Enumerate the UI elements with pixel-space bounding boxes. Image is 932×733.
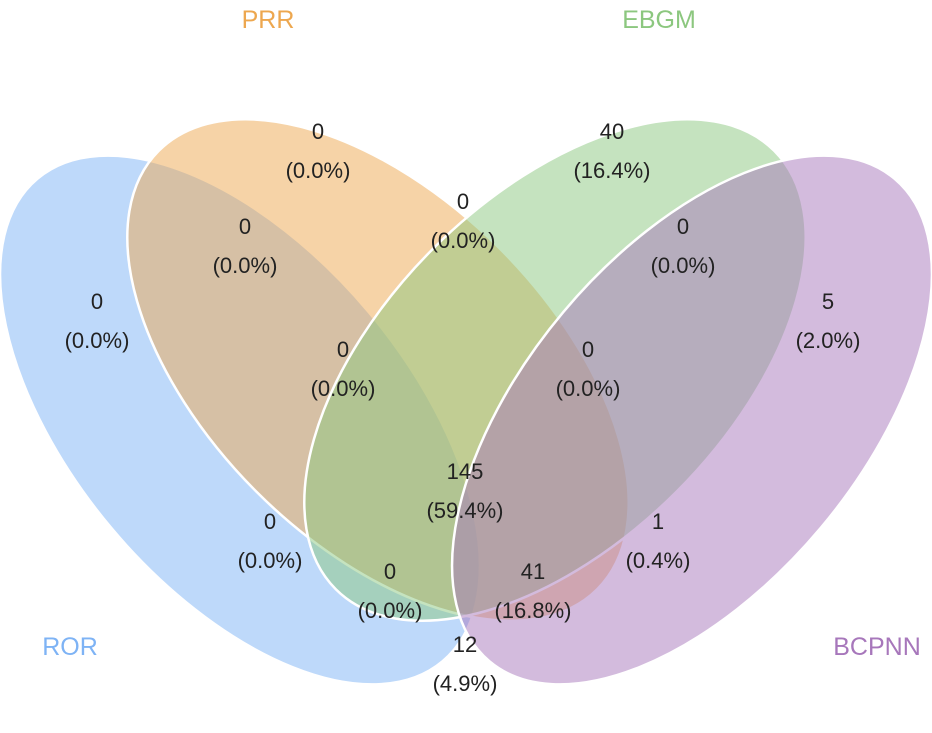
region-labels: 0 (0.0%) 0 (0.0%) 40 (16.4%) 5 (2.0%) 0 (0.0%) 0 (0… xyxy=(65,119,861,696)
region-percent-ebgm-bcpnn: (0.0%) xyxy=(651,253,716,278)
region-percent-prr-ebgm-bcpnn: (0.0%) xyxy=(556,376,621,401)
region-percent-ror-prr-bcpnn: (16.8%) xyxy=(494,598,571,623)
set-label-ebgm: EBGM xyxy=(622,6,696,34)
region-count-prr-ebgm-bcpnn: 0 xyxy=(582,337,594,362)
region-percent-prr-bcpnn: (0.4%) xyxy=(626,548,691,573)
region-count-ror-prr: 0 xyxy=(239,214,251,239)
region-percent-ror-only: (0.0%) xyxy=(65,328,130,353)
region-count-bcpnn-only: 5 xyxy=(822,289,834,314)
region-count-ror-ebgm: 0 xyxy=(264,509,276,534)
region-percent-ebgm-only: (16.4%) xyxy=(573,158,650,183)
region-count-ebgm-bcpnn: 0 xyxy=(677,214,689,239)
region-percent-prr-only: (0.0%) xyxy=(286,158,351,183)
region-percent-ror-bcpnn: (4.9%) xyxy=(433,671,498,696)
region-percent-ror-ebgm-bcpnn: (0.0%) xyxy=(358,598,423,623)
region-count-all-four: 145 xyxy=(447,459,484,484)
region-percent-ror-prr: (0.0%) xyxy=(213,253,278,278)
set-label-bcpnn: BCPNN xyxy=(833,633,921,661)
region-count-prr-only: 0 xyxy=(312,119,324,144)
set-labels: PRR EBGM ROR BCPNN xyxy=(42,6,921,661)
region-count-prr-ebgm: 0 xyxy=(457,189,469,214)
region-percent-bcpnn-only: (2.0%) xyxy=(796,328,861,353)
set-label-ror: ROR xyxy=(42,633,98,661)
region-count-ror-only: 0 xyxy=(91,289,103,314)
ellipse-bcpnn xyxy=(450,154,932,686)
region-count-ror-bcpnn: 12 xyxy=(453,632,477,657)
set-label-prr: PRR xyxy=(242,6,295,34)
region-count-ror-prr-bcpnn: 41 xyxy=(521,559,545,584)
region-percent-all-four: (59.4%) xyxy=(426,498,503,523)
region-percent-prr-ebgm: (0.0%) xyxy=(431,228,496,253)
region-count-ror-prr-ebgm: 0 xyxy=(337,337,349,362)
region-count-prr-bcpnn: 1 xyxy=(652,509,664,534)
region-percent-ror-ebgm: (0.0%) xyxy=(238,548,303,573)
region-count-ebgm-only: 40 xyxy=(600,119,624,144)
region-count-ror-ebgm-bcpnn: 0 xyxy=(384,559,396,584)
set-ellipses xyxy=(0,118,932,686)
region-percent-ror-prr-ebgm: (0.0%) xyxy=(311,376,376,401)
